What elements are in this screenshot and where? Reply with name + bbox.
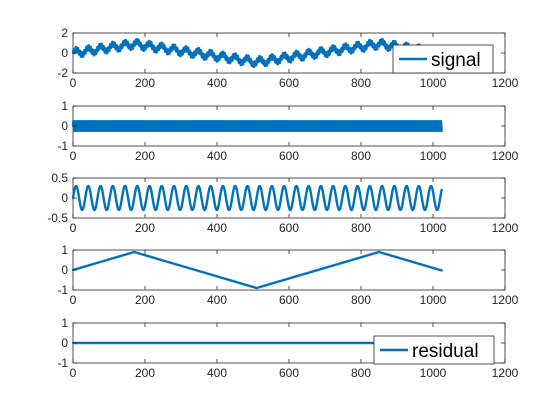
y-tick-label: 0 (61, 46, 68, 60)
x-tick-label: 400 (207, 366, 227, 380)
y-tick-label: 1 (61, 99, 68, 113)
x-tick-label: 200 (135, 76, 155, 90)
series-line-panel-2 (71, 119, 443, 133)
x-tick-label: 1000 (420, 366, 447, 380)
x-tick-label: 1000 (420, 293, 447, 307)
x-tick-label: 1200 (492, 366, 519, 380)
series-line-signal (71, 37, 443, 69)
subplot-2: 0 200 400 600 800 1000 1200-101 (57, 99, 518, 163)
x-tick-label: 800 (351, 293, 371, 307)
x-tick-label: 800 (351, 221, 371, 235)
x-tick-label: 400 (207, 149, 227, 163)
x-tick-label: 1200 (492, 293, 519, 307)
x-tick-label: 0 (70, 221, 77, 235)
y-tick-label: 1 (61, 243, 68, 257)
subplot-4: 0 200 400 600 800 1000 1200-101 (57, 243, 518, 307)
y-tick-label: 2 (61, 26, 68, 40)
x-tick-label: 600 (279, 76, 299, 90)
x-tick-label: 400 (207, 293, 227, 307)
x-tick-label: 800 (351, 366, 371, 380)
x-tick-label: 1200 (492, 221, 519, 235)
x-tick-label: 200 (135, 293, 155, 307)
series-line-panel-3 (71, 184, 443, 212)
x-tick-label: 800 (351, 76, 371, 90)
x-tick-label: 400 (207, 76, 227, 90)
x-tick-label: 1000 (420, 149, 447, 163)
y-tick-label: -2 (57, 66, 68, 80)
x-tick-label: 200 (135, 221, 155, 235)
x-tick-label: 200 (135, 149, 155, 163)
series-line-panel-4 (71, 250, 443, 290)
x-tick-label: 1000 (420, 221, 447, 235)
y-tick-label: 1 (61, 316, 68, 330)
x-tick-label: 1200 (492, 76, 519, 90)
x-tick-label: 1000 (420, 76, 447, 90)
y-tick-label: -1 (57, 356, 68, 370)
x-tick-label: 600 (279, 293, 299, 307)
x-tick-label: 0 (70, 149, 77, 163)
y-tick-label: -0.5 (47, 211, 68, 225)
legend-signal: signal (392, 44, 494, 74)
y-tick-label: 0 (61, 191, 68, 205)
x-tick-label: 1200 (492, 149, 519, 163)
legend-residual: residual (373, 335, 495, 365)
x-tick-label: 600 (279, 366, 299, 380)
x-tick-label: 400 (207, 221, 227, 235)
legend-label: residual (412, 341, 479, 362)
y-tick-label: 0 (61, 263, 68, 277)
x-tick-label: 600 (279, 221, 299, 235)
x-tick-label: 800 (351, 149, 371, 163)
y-tick-label: 0.5 (51, 171, 68, 185)
y-tick-label: 0 (61, 336, 68, 350)
x-tick-label: 600 (279, 149, 299, 163)
y-tick-label: 0 (61, 119, 68, 133)
subplot-3: 0 200 400 600 800 1000 1200-0.500.5 (47, 171, 518, 235)
x-tick-label: 200 (135, 366, 155, 380)
x-tick-label: 0 (70, 366, 77, 380)
legend-label: signal (431, 50, 481, 71)
x-tick-label: 0 (70, 76, 77, 90)
y-tick-label: -1 (57, 139, 68, 153)
y-tick-label: -1 (57, 283, 68, 297)
x-tick-label: 0 (70, 293, 77, 307)
